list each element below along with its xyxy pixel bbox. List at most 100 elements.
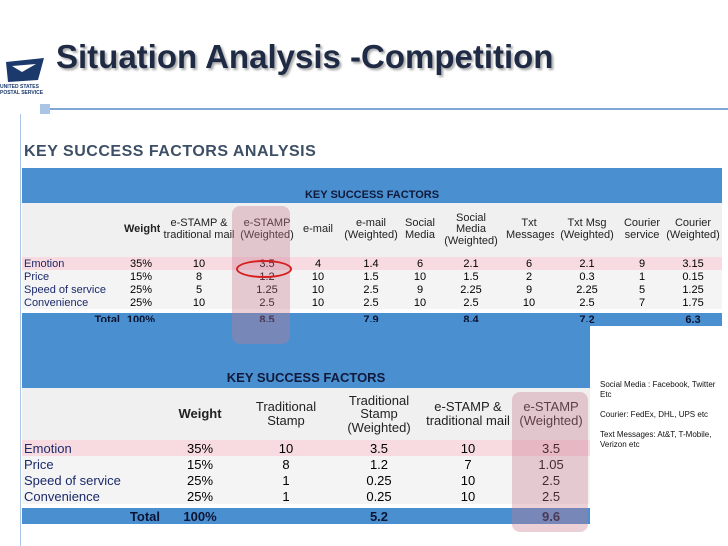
- cell: 2.25: [438, 283, 504, 296]
- cell: 15%: [162, 456, 238, 472]
- data-row: Convenience 25% 1 0.25 10 2.5: [22, 488, 591, 504]
- note: Text Messages: At&T, T-Mobile, Verizon e…: [600, 430, 712, 449]
- cell: 3.5: [334, 440, 424, 456]
- note: Social Media : Facebook, Twitter Etc: [600, 380, 716, 399]
- cell: 1.75: [664, 296, 723, 309]
- cell: 3.15: [664, 257, 723, 270]
- cell: 25%: [162, 488, 238, 504]
- header-cell: Weight: [162, 388, 238, 440]
- table-competitors: e-STAMP & Traditional Mail VS. Competito…: [22, 168, 723, 326]
- cell: 10: [504, 296, 554, 309]
- notes: Social Media : Facebook, Twitter Etc Cour…: [600, 380, 726, 460]
- cell: 10: [238, 440, 334, 456]
- cell: 1.5: [340, 270, 402, 283]
- cell: 3.5: [512, 440, 591, 456]
- row-label: Convenience: [22, 296, 122, 309]
- logo: [6, 58, 44, 82]
- cell: 8: [160, 270, 238, 283]
- cell: 25%: [122, 283, 160, 296]
- cell: 2.25: [554, 283, 620, 296]
- cell: 2: [504, 270, 554, 283]
- band-row: KEY SUCCESS FACTORS: [22, 366, 591, 388]
- note: Courier: FedEx, DHL, UPS etc: [600, 410, 709, 419]
- band-row: Traditional Stamp VS. e-STAMP: [22, 322, 591, 366]
- cell: 0.3: [554, 270, 620, 283]
- cell: 2.5: [438, 296, 504, 309]
- data-row: Speed of service 25% 5 1.25 10 2.5 9 2.25 9 2.25 5…: [22, 283, 723, 296]
- slide-title: Situation Analysis -Competition: [56, 38, 554, 75]
- column-highlight: [512, 392, 588, 532]
- table-subtitle: KEY SUCCESS FACTORS: [22, 366, 591, 388]
- cell: 2.5: [554, 296, 620, 309]
- title-rule: [50, 108, 728, 110]
- subtitle: KEY SUCCESS FACTORS ANALYSIS: [24, 143, 317, 160]
- row-label: Price: [22, 456, 162, 472]
- cell: 1.25: [664, 283, 723, 296]
- table-title: Traditional Stamp VS. e-STAMP: [22, 322, 591, 366]
- cell: 10: [296, 270, 340, 283]
- cell: 10: [424, 472, 512, 488]
- cell: 9: [620, 257, 664, 270]
- total-weight: 100%: [162, 508, 238, 524]
- row-label: Emotion: [22, 440, 162, 456]
- cell: [238, 508, 334, 524]
- cell: 7: [424, 456, 512, 472]
- cell: 8: [238, 456, 334, 472]
- circle-annotation: [236, 260, 292, 278]
- cell: 1: [238, 472, 334, 488]
- header-cell: Traditional Stamp (Weighted): [334, 388, 424, 440]
- header-cell: Txt Msg (Weighted): [554, 203, 620, 257]
- header-cell: Courier (Weighted): [664, 203, 723, 257]
- header-cell: [22, 388, 162, 440]
- table-title: e-STAMP & Traditional Mail VS. Competito…: [22, 168, 723, 186]
- cell: 1: [238, 488, 334, 504]
- cell: 10: [160, 257, 238, 270]
- header-cell: Courier service: [620, 203, 664, 257]
- total-label: Total: [22, 508, 162, 524]
- cell: 1.4: [340, 257, 402, 270]
- row-label: Convenience: [22, 488, 162, 504]
- cell: 1.05: [512, 456, 591, 472]
- cell: 7: [620, 296, 664, 309]
- cell: 10: [160, 296, 238, 309]
- rule-square: [40, 104, 50, 114]
- cell: 25%: [162, 472, 238, 488]
- data-row: Convenience 25% 10 2.5 10 2.5 10 2.5 10 2.5 7 1.75: [22, 296, 723, 309]
- header-row: Weight e-STAMP & traditional mail e-STAMP …: [22, 203, 723, 257]
- cell: 35%: [162, 440, 238, 456]
- cell: 10: [402, 296, 438, 309]
- header-cell: e-STAMP (Weighted): [512, 388, 591, 440]
- cell: 15%: [122, 270, 160, 283]
- logo-text: UNITED STATES POSTAL SERVICE: [0, 84, 44, 96]
- row-label: Emotion: [22, 257, 122, 270]
- data-row: Speed of service 25% 1 0.25 10 2.5: [22, 472, 591, 488]
- data-row: Price 15% 8 1.2 10 1.5 10 1.5 2 0.3 1 0.15: [22, 270, 723, 283]
- table-stamp: Traditional Stamp VS. e-STAMPKEY SUCCESS…: [22, 322, 591, 524]
- cell: 10: [296, 296, 340, 309]
- cell: 1: [620, 270, 664, 283]
- cell: 4: [296, 257, 340, 270]
- cell: 6: [402, 257, 438, 270]
- header-cell: [22, 203, 122, 257]
- band-row: e-STAMP & Traditional Mail VS. Competito…: [22, 168, 723, 186]
- data-row: Emotion 35% 10 3.5 4 1.4 6 2.1 6 2.1 9 3.15: [22, 257, 723, 270]
- table-subtitle: KEY SUCCESS FACTORS: [22, 186, 723, 203]
- cell: 10: [402, 270, 438, 283]
- cell: 1.2: [334, 456, 424, 472]
- row-label: Speed of service: [22, 283, 122, 296]
- cell: 5: [160, 283, 238, 296]
- cell: 6: [504, 257, 554, 270]
- header-cell: Social Media (Weighted): [438, 203, 504, 257]
- header-cell: Social Media: [402, 203, 438, 257]
- total-row: Total 100% 5.2 9.6: [22, 508, 591, 524]
- data-row: Emotion 35% 10 3.5 10 3.5: [22, 440, 591, 456]
- cell: 9: [402, 283, 438, 296]
- header-cell: e-STAMP (Weighted): [238, 203, 296, 257]
- cell: 0.25: [334, 488, 424, 504]
- cell: 2.5: [340, 296, 402, 309]
- cell: [620, 313, 664, 326]
- header-cell: e-STAMP & traditional mail: [160, 203, 238, 257]
- header-cell: e-STAMP & traditional mail: [424, 388, 512, 440]
- cell: 10: [424, 440, 512, 456]
- cell: 0.15: [664, 270, 723, 283]
